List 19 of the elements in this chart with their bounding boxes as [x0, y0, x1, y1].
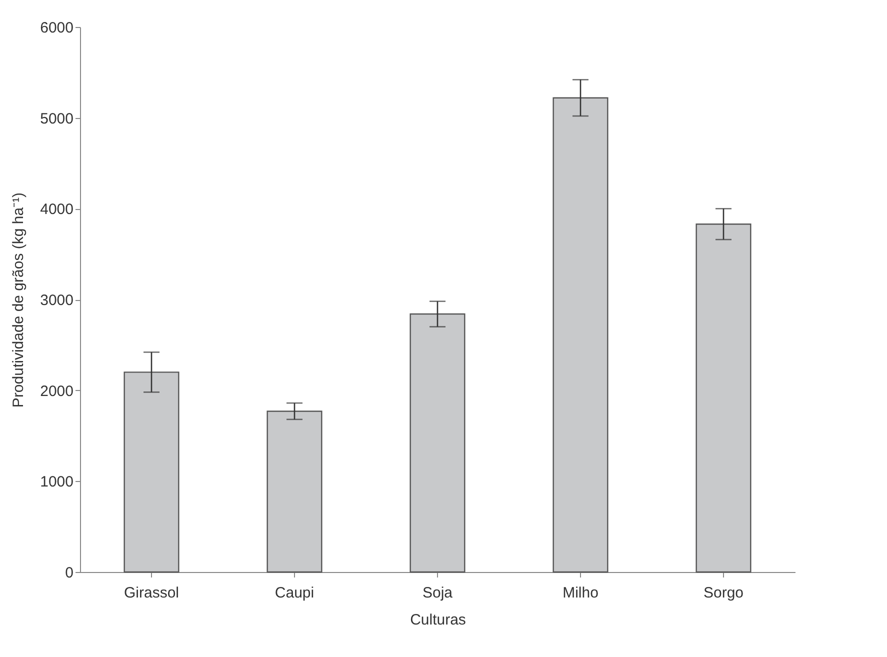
bar	[410, 313, 466, 573]
x-tick-label: Caupi	[274, 584, 314, 602]
bar	[552, 97, 608, 573]
y-tick-label: 0	[65, 564, 74, 582]
y-tick-label: 1000	[40, 474, 74, 491]
x-axis-title: Culturas	[410, 612, 466, 628]
y-tick-label: 3000	[40, 292, 74, 309]
y-axis-title: Produtividade de grãos (kg ha⁻¹)	[10, 192, 28, 408]
bar	[124, 372, 180, 573]
bar	[696, 224, 752, 573]
y-tick-label: 6000	[40, 20, 74, 36]
x-tick-label: Girassol	[124, 584, 180, 602]
x-tick-label: Sorgo	[703, 584, 744, 602]
x-tick-label: Milho	[562, 584, 598, 602]
y-tick-label: 4000	[40, 201, 74, 218]
y-tick-label: 2000	[40, 382, 74, 400]
x-tick-label: Soja	[422, 584, 454, 602]
bar	[266, 410, 322, 573]
y-tick-label: 5000	[40, 110, 74, 128]
